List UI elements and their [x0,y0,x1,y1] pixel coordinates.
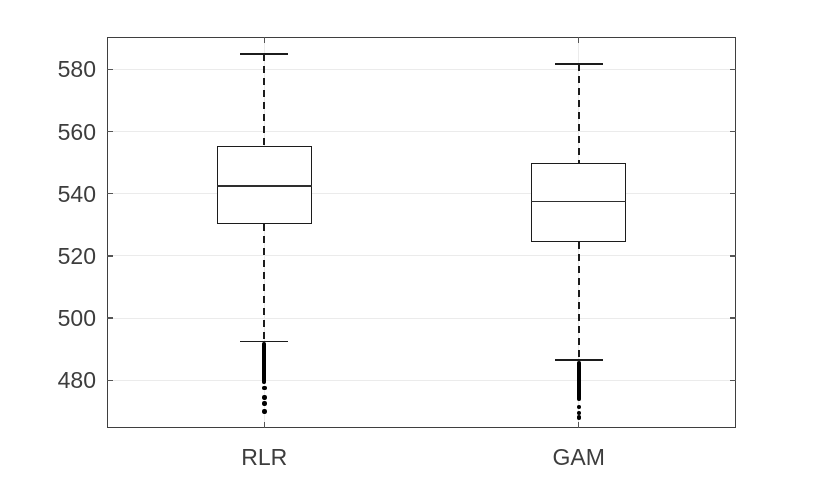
iqr-box [531,163,627,242]
iqr-box [216,145,312,224]
outlier-cluster [262,342,267,384]
y-tick-right [730,68,736,71]
y-tick-left [107,255,113,257]
x-tick-bottom [263,422,265,428]
plot-area [107,37,736,428]
outlier-dot [576,410,581,416]
outlier-dot [576,404,581,410]
x-category-label: RLR [241,444,288,470]
h-gridline [107,131,736,133]
upper-whisker [263,53,266,146]
x-category-label: GAM [552,444,605,470]
outlier-cluster [576,360,581,401]
lower-whisker [577,241,580,361]
y-tick-left [107,317,113,319]
y-tick-left [107,379,113,382]
y-tick-right [730,193,736,195]
lower-whisker-cap [554,359,603,361]
y-tick-label: 500 [57,305,96,332]
lower-whisker [263,223,266,342]
y-tick-left [107,68,113,71]
y-tick-label: 480 [57,367,96,394]
y-tick-right [730,317,736,319]
median-line [531,200,627,203]
upper-whisker-cap [240,52,289,55]
outlier-dot [262,409,267,414]
y-tick-right [730,379,736,382]
outlier-dot [262,401,267,406]
x-tick-bottom [578,422,580,428]
upper-whisker [577,64,580,164]
y-tick-right [730,255,736,257]
outlier-dot [576,415,581,420]
y-tick-left [107,130,113,133]
lower-whisker-cap [240,340,289,343]
outlier-dot [262,395,267,400]
median-line [216,185,312,187]
h-gridline [107,317,736,319]
y-tick-left [107,193,113,195]
h-gridline [107,255,736,257]
x-tick-top [578,37,580,43]
y-tick-label: 560 [57,118,96,145]
h-gridline [107,193,736,195]
upper-whisker-cap [554,63,603,65]
y-tick-label: 540 [57,180,96,207]
h-gridline [107,68,736,70]
outlier-dot [262,385,267,391]
y-tick-label: 520 [57,242,96,269]
h-gridline [107,379,736,381]
y-tick-label: 580 [57,56,96,83]
x-tick-top [263,37,265,43]
plot-frame [107,37,736,428]
y-tick-right [730,130,736,133]
